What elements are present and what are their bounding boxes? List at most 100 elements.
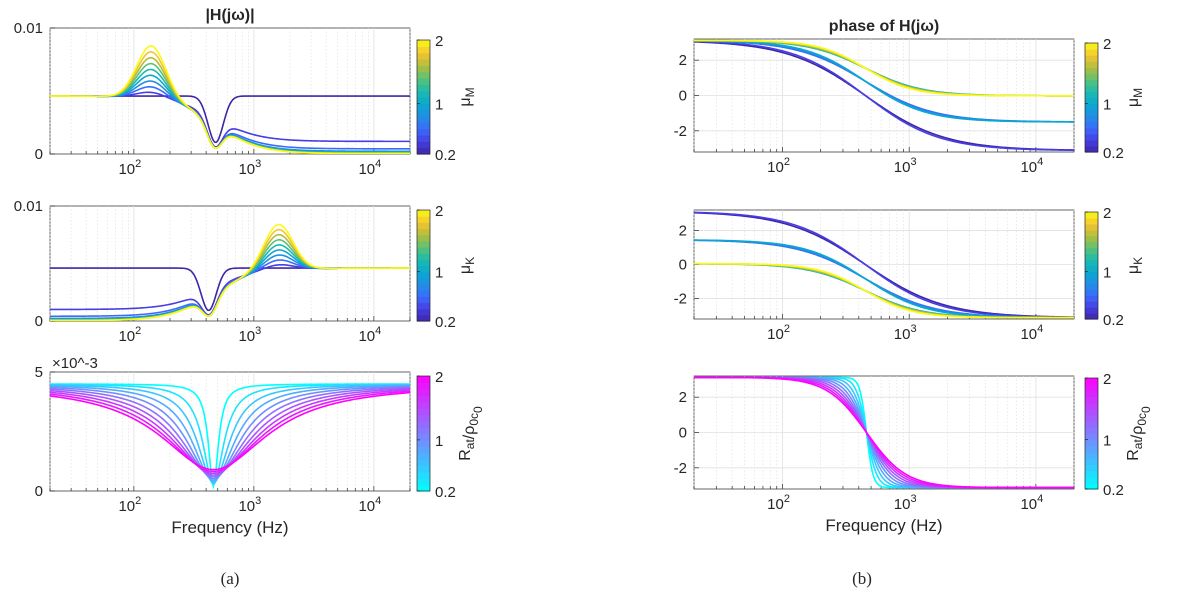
colorbar-segment <box>1085 49 1098 56</box>
colorbar-tick-label: 1 <box>435 96 443 113</box>
colorbar-segment <box>1085 121 1098 129</box>
y-tick-label: 2 <box>679 52 687 69</box>
colorbar-segment <box>417 484 430 492</box>
y-tick-label: 0 <box>35 313 43 330</box>
series-group <box>694 39 1074 152</box>
colorbar-segment <box>417 290 430 297</box>
y-tick-label: 0.01 <box>14 20 43 37</box>
colorbar-segment <box>417 284 430 291</box>
colorbar-tick-label: 1 <box>435 265 443 282</box>
colorbar-segment <box>1085 73 1098 80</box>
colorbar-segment <box>417 395 430 403</box>
y-tick-label: 0.01 <box>14 198 43 215</box>
colorbar-segment <box>417 52 430 60</box>
colorbar-segment <box>417 452 430 460</box>
series-line <box>50 385 410 480</box>
colorbar-tick-label: 2 <box>1103 205 1111 222</box>
series-line <box>50 383 410 486</box>
colorbar-segment <box>417 265 430 273</box>
y-tick-label: 2 <box>679 222 687 239</box>
series-group <box>50 45 410 154</box>
colorbar-segment <box>1085 43 1098 50</box>
x-tick-label: 104 <box>358 158 381 178</box>
colorbar-segment <box>417 314 430 322</box>
colorbar-segment <box>417 308 430 316</box>
chart-title: |H(jω)| <box>205 7 254 24</box>
colorbar-segment <box>1085 427 1098 435</box>
colorbar-segment <box>417 401 430 409</box>
colorbar-tick-label: 2 <box>1103 371 1111 388</box>
x-tick-label: 104 <box>358 495 381 515</box>
colorbar-segment <box>417 414 430 422</box>
axes-a2: 0 0.01 102 103 104 0.2 1 2 μK <box>14 198 477 345</box>
colorbar-segment <box>1085 91 1098 99</box>
y-tick-label: 0 <box>35 483 43 500</box>
colorbar-segment <box>1085 476 1098 484</box>
colorbar-segment <box>1085 384 1098 391</box>
colorbar-tick-label: 2 <box>435 33 443 50</box>
colorbar-segment <box>1085 415 1098 422</box>
colorbar-segment <box>1085 452 1098 459</box>
colorbar-segment <box>1085 433 1098 441</box>
colorbar-segment <box>1085 115 1098 123</box>
colorbar-segment <box>1085 247 1098 255</box>
colorbar: 0.2 1 2 μK <box>416 203 477 331</box>
colorbar-label: Rat/ρ0c0 <box>457 406 485 461</box>
colorbar-segment <box>1085 283 1098 290</box>
colorbar: 0.2 1 2 μM <box>416 33 477 164</box>
colorbar-frame <box>416 375 431 492</box>
colorbar-segment <box>1085 67 1098 74</box>
colorbar-segment <box>417 128 430 136</box>
colorbar-segment <box>1085 217 1098 225</box>
colorbar-segment <box>1085 265 1098 273</box>
colorbar-segment <box>417 277 430 285</box>
colorbar-segment <box>417 296 430 304</box>
colorbar-frame <box>1084 42 1099 153</box>
colorbar-tick-label: 1 <box>435 433 443 450</box>
colorbar-segment <box>1085 55 1098 62</box>
colorbar-segment <box>417 103 430 111</box>
x-tick-label: 102 <box>767 156 790 176</box>
colorbar-segment <box>417 240 430 248</box>
series-line <box>50 384 410 482</box>
x-tick-label: 103 <box>894 156 917 176</box>
colorbar-segment <box>1085 235 1098 243</box>
colorbar-segment <box>417 71 430 79</box>
series-group <box>50 383 410 490</box>
colorbar-label: μK <box>1125 257 1145 274</box>
colorbar-segment <box>417 210 430 217</box>
colorbar-segment <box>1085 85 1098 93</box>
colorbar-tick-label: 2 <box>435 369 443 386</box>
colorbar-segment <box>1085 307 1098 314</box>
x-tick-label: 103 <box>238 495 261 515</box>
colorbar-segment <box>417 234 430 242</box>
colorbar-segment <box>1085 139 1098 147</box>
colorbar-label: μK <box>457 257 477 274</box>
y-tick-label: -2 <box>674 123 687 140</box>
colorbar-segment <box>1085 133 1098 141</box>
y-tick-label: 5 <box>35 364 43 381</box>
y-tick-label: 0 <box>679 425 687 442</box>
axes-b2: -2 0 2 102 103 104 0.2 1 2 μK <box>674 205 1145 343</box>
series-line <box>694 39 1074 97</box>
colorbar: 0.2 1 2 Rat/ρ0c0 <box>416 369 485 501</box>
colorbar-tick-label: 2 <box>1103 36 1111 53</box>
colorbar-segment <box>417 59 430 66</box>
series-line <box>50 45 410 154</box>
colorbar-segment <box>417 439 430 447</box>
colorbar-segment <box>417 135 430 142</box>
colorbar-segment <box>1085 313 1098 320</box>
colorbar-segment <box>417 141 430 149</box>
colorbar-segment <box>1085 109 1098 117</box>
colorbar-tick-label: 0.2 <box>1103 482 1124 499</box>
colorbar-segment <box>417 382 430 390</box>
colorbar: 0.2 1 2 μM <box>1084 36 1145 162</box>
colorbar-segment <box>1085 241 1098 249</box>
colorbar-segment <box>417 216 430 223</box>
axes-a1: 0 0.01 102 103 104 |H(jω)| 0.2 1 2 μM <box>14 7 477 178</box>
x-tick-label: 102 <box>118 325 141 345</box>
colorbar-segment <box>417 459 430 467</box>
x-tick-label: 102 <box>767 493 790 513</box>
colorbar-segment <box>417 109 430 117</box>
